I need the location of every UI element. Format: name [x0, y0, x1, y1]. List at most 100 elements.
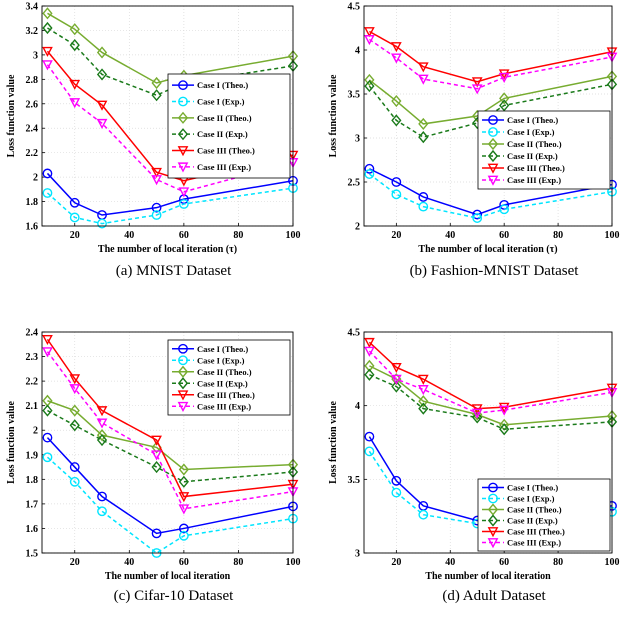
legend-marker [177, 162, 189, 173]
data-point [418, 201, 429, 212]
data-point [42, 347, 53, 358]
data-point [391, 475, 402, 486]
series-5 [364, 346, 618, 419]
y-tick-label: 1.5 [26, 549, 39, 560]
data-point [42, 60, 53, 71]
data-point [417, 385, 429, 396]
y-tick-label: 1.8 [26, 197, 39, 208]
y-tick-label: 2.1 [26, 401, 39, 412]
legend-marker [487, 514, 499, 527]
y-tick-label: 1.7 [26, 499, 39, 510]
x-tick-label: 80 [233, 557, 243, 568]
x-tick-label: 100 [605, 557, 620, 568]
x-tick-label: 80 [553, 230, 563, 241]
data-point [364, 27, 375, 38]
data-point [498, 402, 510, 413]
data-point [417, 74, 429, 85]
data-point [390, 53, 402, 64]
legend-entry: Case I (Theo.) [197, 80, 248, 90]
series-line [368, 38, 613, 90]
data-point [364, 337, 375, 349]
data-point [417, 374, 429, 385]
data-point [69, 374, 81, 385]
legend: Case I (Theo.)Case I (Exp.)Case II (Theo… [167, 339, 291, 416]
data-point [418, 509, 429, 520]
x-tick-label: 100 [605, 230, 620, 241]
legend-entry: Case I (Theo.) [507, 483, 558, 493]
data-point [151, 89, 162, 102]
y-tick-label: 2 [33, 173, 38, 184]
series-1 [364, 169, 617, 223]
legend-marker [488, 482, 498, 493]
legend-marker [178, 96, 188, 107]
legend-marker [488, 115, 498, 125]
subplot-caption: (d) Adult Dataset [442, 588, 546, 604]
legend-entry: Case II (Theo.) [507, 139, 562, 149]
series-line [46, 338, 294, 498]
legend-entry: Case II (Theo.) [197, 113, 252, 123]
legend-marker [177, 128, 189, 141]
legend-box [167, 73, 291, 179]
legend-entry: Case III (Exp.) [507, 175, 561, 185]
data-point [96, 118, 108, 130]
series-line [368, 350, 613, 414]
series-line [46, 187, 294, 225]
legend-marker [177, 365, 189, 378]
legend-entry: Case III (Exp.) [507, 538, 561, 548]
x-tick-label: 100 [286, 230, 301, 241]
legend-entry: Case II (Theo.) [197, 367, 252, 377]
legend-entry: Case I (Exp.) [197, 97, 245, 107]
legend-marker [487, 163, 499, 174]
data-point [364, 73, 375, 87]
data-point [69, 404, 80, 417]
data-point [471, 84, 483, 95]
data-point [96, 46, 108, 59]
legend-marker [177, 401, 189, 412]
data-point [96, 100, 108, 111]
y-tick-label: 2.8 [26, 75, 39, 86]
data-point [391, 380, 402, 393]
x-axis-label: The number of local iteration [105, 571, 231, 582]
data-point [499, 92, 510, 105]
legend-marker [177, 146, 189, 157]
legend-entry: Case III (Theo.) [507, 527, 565, 537]
data-point [364, 163, 375, 174]
data-point [418, 395, 429, 408]
data-point [391, 487, 402, 498]
data-point [471, 408, 483, 419]
legend-entry: Case II (Exp.) [507, 151, 558, 161]
legend-marker [177, 390, 189, 401]
series-line [46, 64, 294, 193]
legend-entry: Case I (Theo.) [197, 344, 248, 354]
axes-frame [41, 331, 294, 554]
legend-marker [178, 355, 188, 366]
legend-entry: Case III (Exp.) [197, 162, 251, 172]
y-tick-label: 2.5 [348, 178, 361, 189]
y-tick-label: 4.5 [348, 2, 361, 13]
y-tick-label: 1.9 [26, 450, 39, 461]
x-tick-label: 40 [124, 557, 134, 568]
x-axis-label: The number of local iteration [425, 571, 551, 582]
data-point [96, 68, 108, 81]
data-point [69, 476, 80, 487]
data-point [418, 192, 429, 202]
data-point [499, 423, 510, 436]
y-tick-label: 2 [33, 426, 38, 437]
data-point [42, 7, 53, 20]
axes-frame [363, 5, 613, 227]
legend: Case I (Theo.) Case I (Exp.) Case II (Theo… [167, 73, 291, 179]
data-point [364, 35, 375, 46]
legend-marker [487, 527, 499, 538]
legend-box [167, 339, 291, 416]
x-axis-label: The number of local iteration (τ) [98, 244, 237, 255]
data-point [178, 523, 189, 534]
data-point [498, 72, 510, 83]
legend-entry: Case I (Exp.) [507, 494, 555, 504]
x-tick-label: 60 [179, 230, 189, 241]
data-point [69, 212, 80, 223]
y-axis-label: Loss function value [6, 401, 17, 484]
x-tick-label: 100 [286, 557, 301, 568]
y-tick-label: 1.6 [26, 222, 39, 233]
data-point [364, 359, 375, 372]
data-point [96, 418, 108, 429]
